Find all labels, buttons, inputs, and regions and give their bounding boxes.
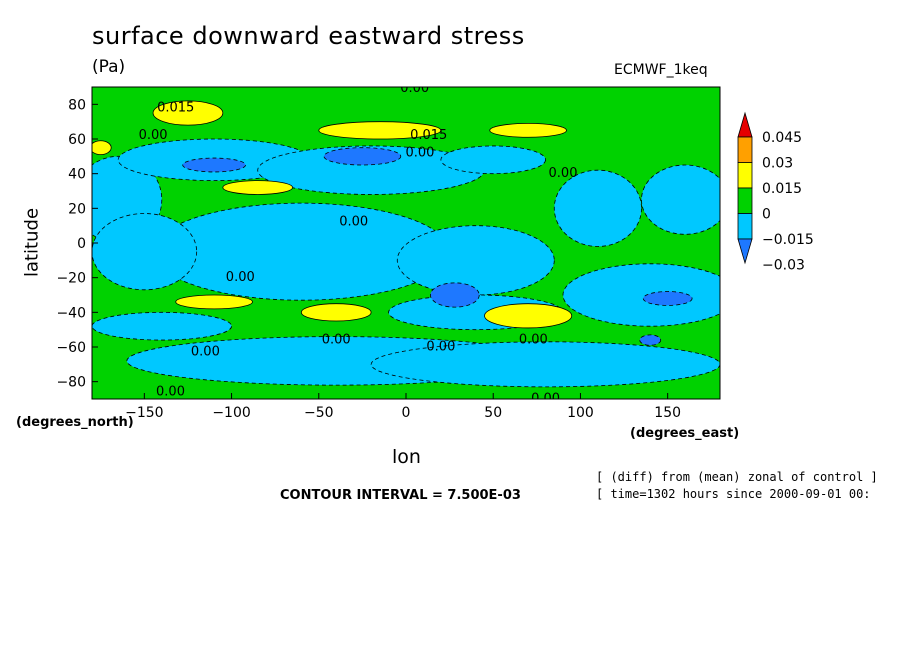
x-tick-label-0: −150 — [125, 405, 163, 421]
contour-label-0: 0.015 — [157, 100, 194, 115]
contour-region-13 — [92, 311, 232, 341]
contour-interval: CONTOUR INTERVAL = 7.500E-03 — [280, 488, 521, 503]
contour-label-3: 0.00 — [405, 145, 434, 160]
contour-label-13: 0.00 — [400, 81, 429, 96]
contour-region-17 — [430, 282, 480, 308]
contour-label-2: 0.015 — [410, 128, 447, 143]
colorbar-swatch-5 — [737, 238, 753, 265]
y-tick-label-2: −40 — [56, 305, 86, 321]
contour-label-layer: 0.015 0.00 0.015 0.00 0.00 0.00 0.00 0.00 0.00 0.… — [139, 81, 578, 407]
colorbar-swatch-2 — [737, 162, 753, 189]
x-axis-units: (degrees_east) — [630, 426, 740, 441]
y-tick-label-5: 20 — [68, 201, 86, 217]
contour-region-8 — [92, 213, 198, 291]
note-line-2: [ time=1302 hours since 2000-09-01 00: — [596, 487, 871, 501]
colorbar: 0.045 0.03 0.015 0 −0.015 −0.03 — [737, 111, 814, 274]
contour-region-22 — [318, 121, 442, 140]
contour-region-24 — [175, 294, 253, 310]
contour-region-25 — [300, 303, 372, 322]
note-line-1: [ (diff) from (mean) zonal of control ] — [596, 470, 878, 484]
contour-region-6 — [641, 164, 720, 235]
contour-label-10: 0.00 — [519, 333, 548, 348]
colorbar-swatch-4 — [737, 213, 753, 240]
contour-region-21 — [222, 180, 294, 195]
contour-region-15 — [182, 157, 246, 173]
colorbar-label-2: 0.015 — [762, 181, 802, 197]
contour-region-9 — [396, 225, 555, 296]
colorbar-label-4: −0.015 — [762, 232, 814, 248]
y-tick-label-1: −60 — [56, 340, 86, 356]
contour-region-20 — [152, 100, 224, 126]
model-label: ECMWF_1keq — [614, 62, 708, 78]
contour-region-23 — [489, 122, 567, 138]
x-tick-label-4: 50 — [484, 405, 502, 421]
contour-region-5 — [553, 169, 642, 247]
contour-region-27 — [92, 140, 112, 155]
y-tick-label-4: 0 — [77, 236, 86, 252]
y-axis-units: (degrees_north) — [16, 415, 134, 430]
x-tick-label-5: 100 — [567, 405, 594, 421]
contour-label-11: 0.00 — [156, 385, 185, 400]
contour-label-7: 0.00 — [191, 345, 220, 360]
chart-units: (Pa) — [92, 57, 126, 77]
colorbar-swatch-0 — [737, 111, 753, 138]
colorbar-label-1: 0.03 — [762, 156, 793, 172]
x-axis-label: lon — [392, 446, 421, 468]
contour-fill-layer — [92, 87, 720, 399]
x-tick-label-1: −100 — [212, 405, 250, 421]
y-tick-label-7: 60 — [68, 132, 86, 148]
x-tick-label-3: 0 — [402, 405, 411, 421]
x-tick-label-6: 150 — [654, 405, 681, 421]
contour-region-12 — [370, 341, 720, 388]
x-tick-label-2: −50 — [304, 405, 334, 421]
colorbar-swatch-1 — [737, 136, 753, 163]
y-tick-label-8: 80 — [68, 97, 86, 113]
contour-region-4 — [440, 145, 546, 175]
contour-label-9: 0.00 — [426, 340, 455, 355]
contour-label-1: 0.00 — [139, 128, 168, 143]
y-axis: −80 −60 −40 −20 0 20 40 60 80 — [56, 97, 98, 391]
chart-title: surface downward eastward stress — [92, 22, 525, 50]
colorbar-label-0: 0.045 — [762, 130, 802, 146]
contour-region-26 — [484, 303, 573, 329]
contour-region-10 — [562, 263, 720, 327]
contour-label-5: 0.00 — [339, 215, 368, 230]
colorbar-label-5: −0.03 — [762, 258, 805, 274]
contour-region-16 — [323, 147, 402, 166]
colorbar-swatch-3 — [737, 187, 753, 214]
contour-label-4: 0.00 — [549, 166, 578, 181]
y-tick-label-0: −80 — [56, 375, 86, 391]
y-tick-label-6: 40 — [68, 167, 86, 183]
colorbar-label-3: 0 — [762, 207, 771, 223]
y-tick-label-3: −20 — [56, 271, 86, 287]
contour-label-6: 0.00 — [226, 270, 255, 285]
contour-region-19 — [639, 334, 662, 346]
x-axis: −150 −100 −50 0 50 100 150 — [125, 393, 681, 421]
contour-label-12: 0.00 — [531, 392, 560, 407]
contour-label-8: 0.00 — [322, 333, 351, 348]
contour-region-18 — [642, 291, 693, 306]
